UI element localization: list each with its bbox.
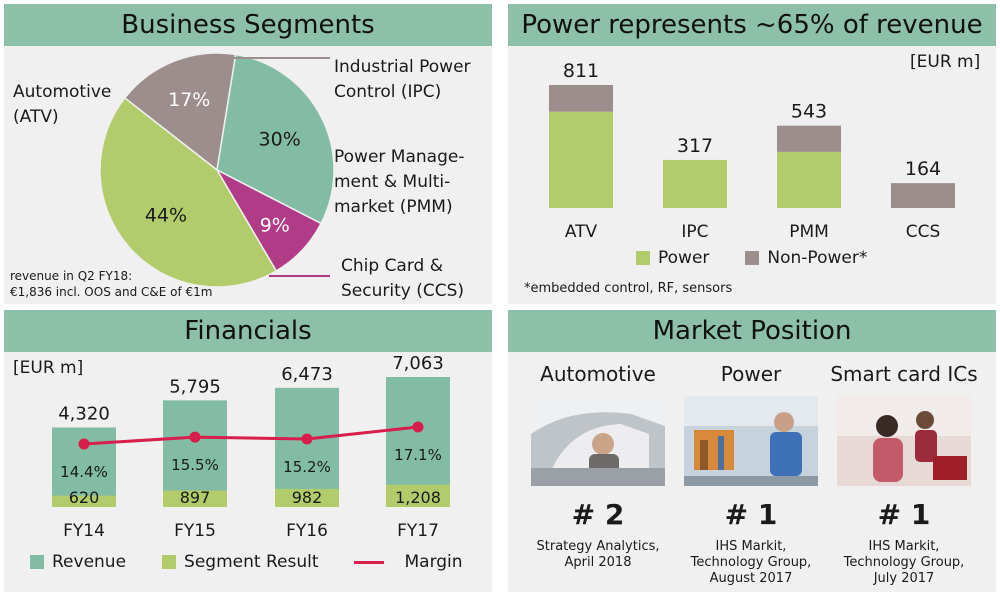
power-photo: [684, 396, 818, 486]
margin-value-label: 17.1%: [394, 446, 442, 464]
market-item-power: Power # 1 IHS Markit, Technology Group, …: [671, 362, 831, 587]
fiscal-year-label: FY15: [174, 521, 216, 541]
margin-value-label: 15.2%: [283, 458, 331, 476]
power-legend-swatch: [636, 251, 650, 265]
power-unit-label: [EUR m]: [910, 52, 981, 72]
financials-panel: Financials [EUR m] 4,320 620 14.4% FY14 5,79…: [4, 310, 492, 592]
bar-total-label: 543: [791, 101, 827, 123]
power-footnote: *embedded control, RF, sensors: [524, 281, 733, 296]
nonpower-legend-label: Non-Power*: [767, 248, 868, 268]
automotive-photo: [531, 396, 665, 486]
nonpower-bar-segment: [549, 85, 613, 112]
smartcard-photo: [837, 396, 971, 486]
pmm-label: Power Manage- ment & Multi- market (PMM): [334, 147, 465, 217]
fiscal-year-label: FY17: [397, 521, 439, 541]
market-item-rank: # 1: [724, 498, 778, 531]
nonpower-bar-segment: [891, 183, 955, 208]
financials-legend: Revenue Segment Result Margin: [30, 552, 463, 572]
segment-legend-label: Segment Result: [184, 552, 319, 572]
category-label: PMM: [789, 222, 829, 242]
market-position-panel: Market Position Automotive # 2 Strategy …: [508, 310, 996, 592]
ccs-label: Chip Card & Security (CCS): [341, 256, 465, 301]
revenue-value-label: 7,063: [392, 353, 444, 374]
power-revenue-title: Power represents ~65% of revenue: [508, 4, 996, 46]
market-position-title: Market Position: [508, 310, 996, 352]
pie-value-label: 17%: [168, 89, 210, 111]
revenue-value-label: 5,795: [169, 376, 221, 397]
margin-value-label: 14.4%: [60, 463, 108, 481]
business-segments-panel: Business Segments 17% 30% 9% 44% Automotive…: [4, 4, 492, 304]
financials-title: Financials: [4, 310, 492, 352]
fiscal-year-label: FY16: [286, 521, 328, 541]
atv-label: Automotive (ATV): [13, 82, 112, 127]
fiscal-year-label: FY14: [63, 521, 105, 541]
bar-total-label: 317: [677, 135, 713, 157]
segment-value-label: 982: [292, 488, 323, 507]
segment-result-bar: [386, 484, 450, 507]
margin-point: [412, 421, 424, 433]
nonpower-bar-segment: [777, 125, 841, 152]
market-item-automotive: Automotive # 2 Strategy Analytics, April…: [518, 362, 678, 571]
segments-pie-chart: 17% 30% 9% 44%: [99, 52, 335, 288]
category-label: IPC: [681, 222, 708, 242]
pie-value-label: 30%: [259, 128, 301, 150]
pie-slice-pmm: [216, 53, 335, 225]
pie-value-label: 9%: [260, 215, 290, 237]
power-legend-label: Power: [658, 248, 710, 268]
power-revenue-panel: Power represents ~65% of revenue [EUR m]…: [508, 4, 996, 304]
segment-legend-swatch: [162, 555, 177, 569]
segment-result-bar: [52, 495, 116, 507]
segment-value-label: 1,208: [395, 488, 441, 507]
segment-result-bar: [275, 488, 339, 507]
ipc-label: Industrial Power Control (IPC): [334, 57, 471, 102]
pie-slice-atv: [99, 96, 278, 288]
bar-total-label: 164: [905, 158, 941, 180]
margin-point: [301, 433, 313, 445]
margin-legend-line: [354, 560, 385, 564]
nonpower-legend-swatch: [745, 251, 760, 265]
factory-worker-illustration: [684, 396, 818, 486]
segments-footnote: revenue in Q2 FY18: €1,836 incl. OOS and…: [10, 269, 213, 299]
market-item-title: Automotive: [540, 362, 656, 386]
market-item-source: IHS Markit, Technology Group, August 201…: [690, 539, 812, 586]
power-bar-segment: [663, 159, 727, 208]
category-label: ATV: [565, 222, 598, 242]
margin-value-label: 15.5%: [171, 456, 219, 474]
margin-line: [83, 425, 419, 446]
business-segments-title: Business Segments: [4, 4, 492, 46]
market-item-smartcard: Smart card ICs # 1 IHS Markit, Technolog…: [824, 362, 984, 587]
market-item-rank: # 1: [877, 498, 931, 531]
segment-value-label: 620: [69, 488, 100, 507]
revenue-legend-label: Revenue: [52, 552, 127, 572]
shopper-illustration: [837, 396, 971, 486]
power-bar-segment: [549, 111, 613, 208]
revenue-value-label: 4,320: [58, 403, 110, 424]
power-legend: Power Non-Power*: [636, 248, 867, 268]
margin-point: [189, 431, 201, 443]
margin-point: [78, 438, 90, 450]
car-driver-illustration: [531, 396, 665, 486]
market-item-title: Power: [720, 362, 782, 386]
margin-legend-label: Margin: [404, 552, 463, 572]
pie-slice-ipc: [123, 52, 237, 172]
segment-value-label: 897: [180, 488, 211, 507]
power-stacked-bar-chart: 811 ATV 317 IPC 543 PMM 164 CCS: [549, 60, 955, 242]
market-item-title: Smart card ICs: [830, 362, 978, 386]
category-label: CCS: [906, 222, 941, 242]
financials-bar-line-chart: 4,320 620 14.4% FY14 5,795 897 15.5% FY15 6,473 9…: [52, 353, 450, 541]
revenue-legend-swatch: [30, 555, 44, 569]
pie-value-label: 44%: [145, 205, 187, 227]
segment-result-bar: [163, 490, 227, 507]
revenue-bar: [163, 400, 227, 507]
power-bar-segment: [777, 151, 841, 208]
market-item-rank: # 2: [571, 498, 625, 531]
market-item-source: IHS Markit, Technology Group, July 2017: [843, 539, 965, 586]
revenue-value-label: 6,473: [281, 364, 333, 385]
market-item-source: Strategy Analytics, April 2018: [536, 539, 660, 570]
bar-total-label: 811: [563, 60, 599, 82]
financials-unit-label: [EUR m]: [13, 358, 84, 378]
revenue-bar: [275, 387, 339, 507]
